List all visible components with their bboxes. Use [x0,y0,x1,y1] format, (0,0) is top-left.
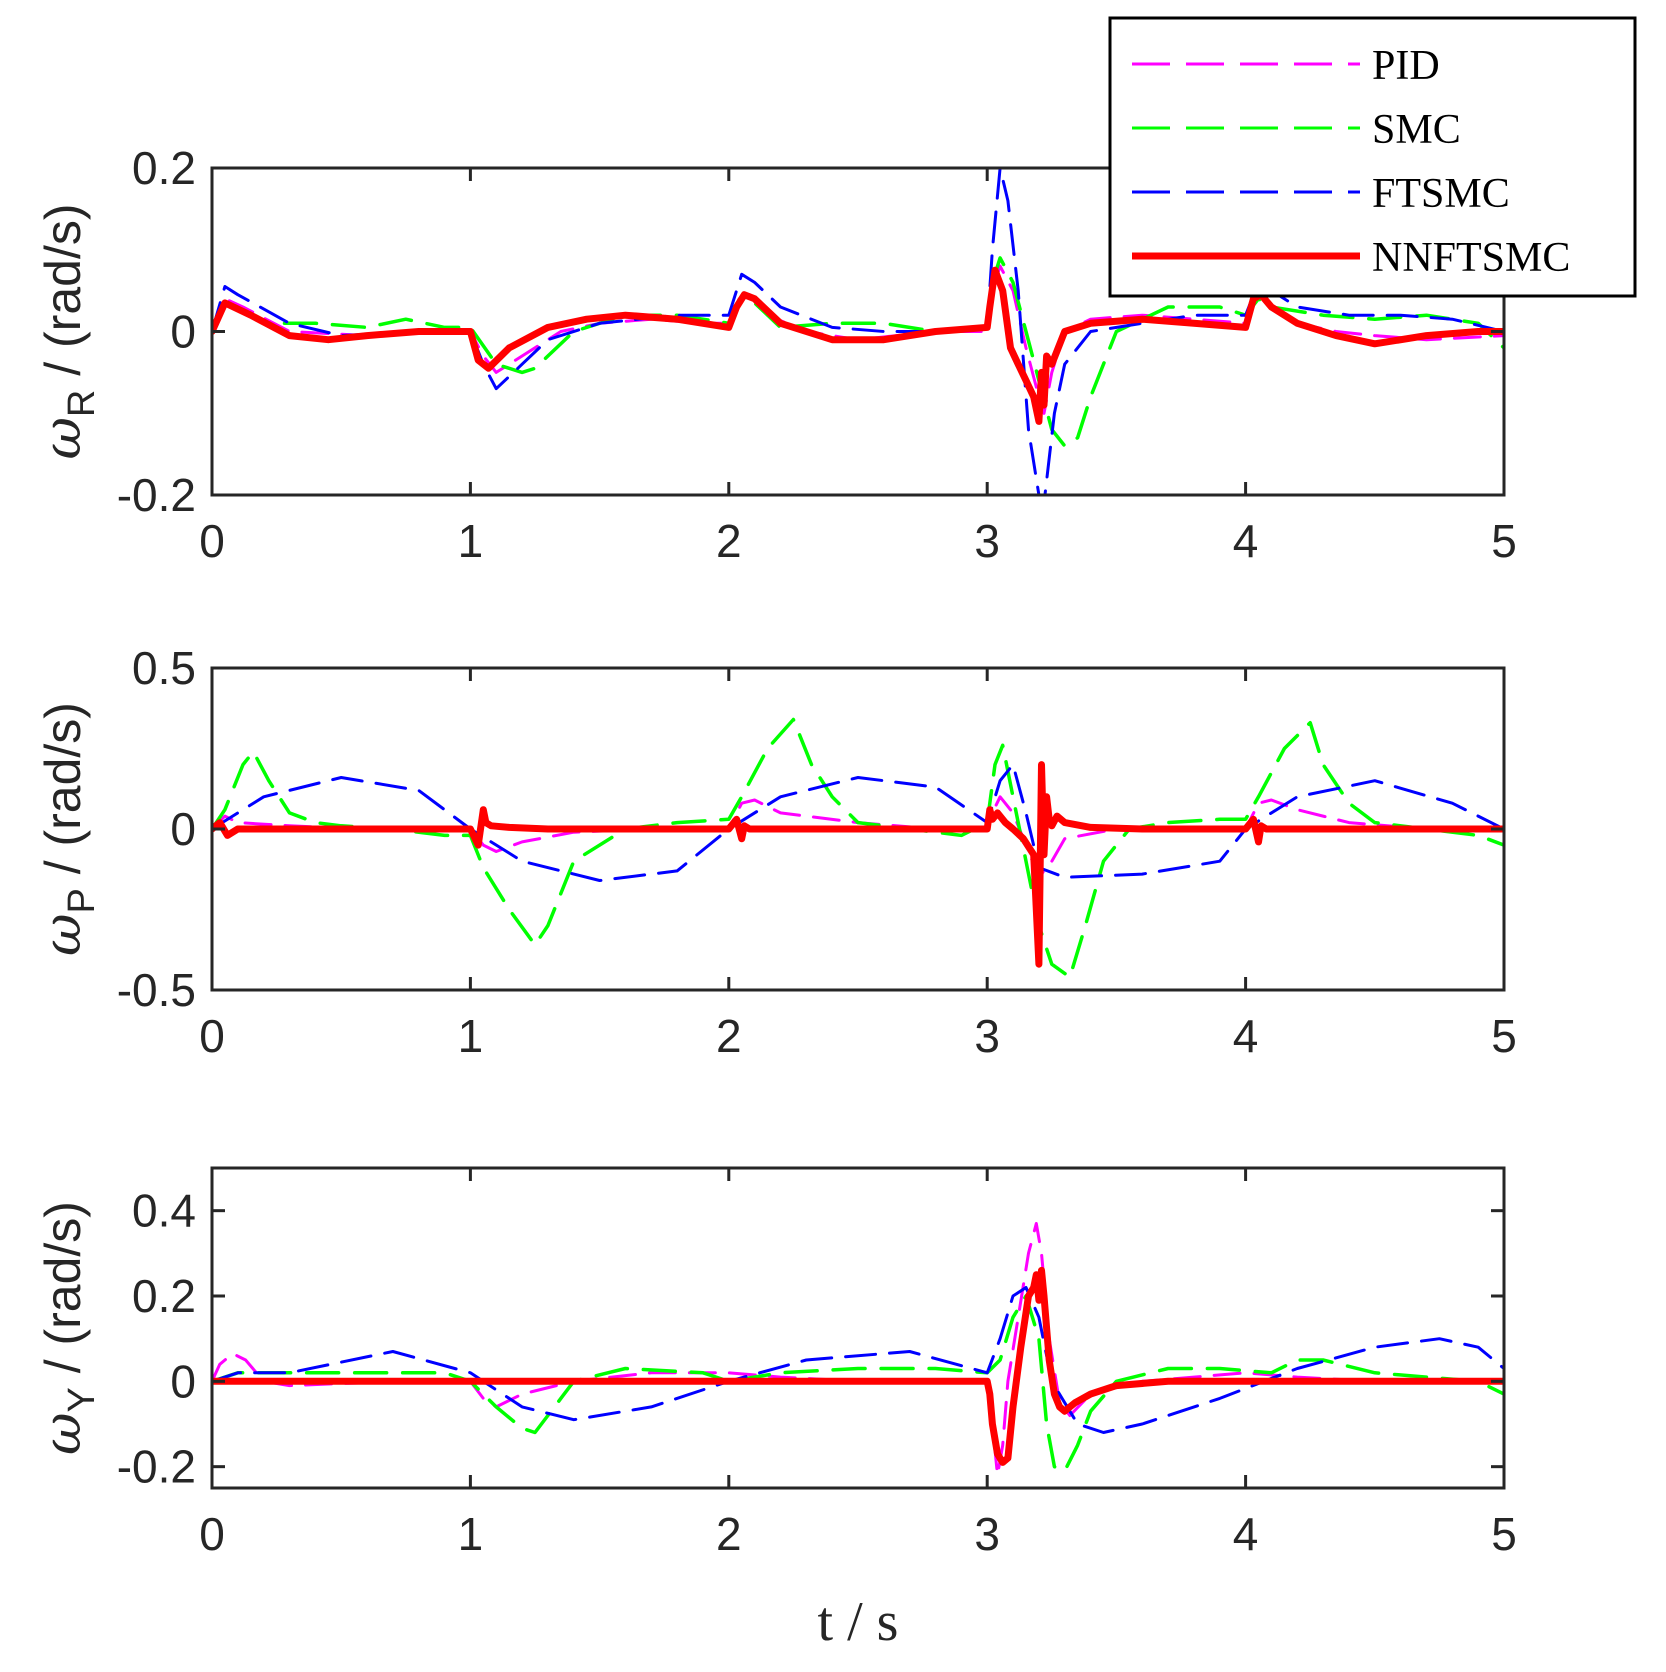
x-tick-label: 0 [199,515,225,567]
legend: PID SMC FTSMC NNFTSMC [1108,16,1637,298]
y-axis-label-subscript: Y [61,1387,103,1412]
x-tick-label: 3 [974,1508,1000,1560]
y-tick-label: -0.2 [117,1441,196,1493]
x-tick-label: 0 [199,1010,225,1062]
x-tick-label: 2 [716,1010,742,1062]
series-line-smc [212,1294,1504,1473]
y-axis-label: ωY / (rad/s) [33,1201,103,1455]
x-tick-label: 4 [1233,1508,1259,1560]
series-group [212,717,1504,979]
series-line-nnftsmc [212,266,1504,425]
legend-label-pid: PID [1372,43,1440,89]
y-axis-label-unit: / (rad/s) [35,702,91,888]
x-tick-label: 4 [1233,1010,1259,1062]
y-tick-label: 0 [170,1355,196,1407]
y-axis-label-symbol: ω [33,914,93,956]
x-tick-label: 5 [1491,1010,1517,1062]
series-line-nnftsmc [212,1266,1504,1466]
series-group [212,168,1504,495]
y-axis-label-subscript: R [61,390,103,417]
x-tick-label: 5 [1491,515,1517,567]
x-tick-label: 2 [716,515,742,567]
y-axis-label-unit: / (rad/s) [35,1201,91,1387]
plot-yaw: 0 1 2 3 4 5-0.200.20.4ωY / (rad/s) [33,1166,1517,1560]
y-tick-label: 0 [170,803,196,855]
y-axis-label-symbol: ω [33,417,93,459]
y-tick-label: -0.5 [117,964,196,1016]
legend-label-smc: SMC [1372,107,1461,153]
y-axis-label-unit: / (rad/s) [35,204,91,390]
y-tick-label: 0.5 [132,642,196,694]
plots: 0 1 2 3 4 5-0.200.2ωR / (rad/s)0 1 2 3 4 5-0.500.5… [33,142,1517,1560]
y-tick-label: 0.2 [132,142,196,194]
x-tick-label: 4 [1233,515,1259,567]
x-tick-label: 3 [974,515,1000,567]
y-axis-label: ωP / (rad/s) [33,702,103,956]
x-tick-label: 1 [458,1010,484,1062]
series-line-nnftsmc [212,761,1504,968]
x-tick-label: 1 [458,515,484,567]
legend-label-ftsmc: FTSMC [1372,171,1510,217]
y-tick-label: 0 [170,306,196,358]
y-axis-label: ωR / (rad/s) [33,204,103,460]
x-axis-label: t / s [818,1591,899,1653]
y-tick-label: 0.2 [132,1270,196,1322]
x-tick-label: 2 [716,1508,742,1560]
x-tick-label: 3 [974,1010,1000,1062]
y-tick-label: -0.2 [117,469,196,521]
plot-pitch: 0 1 2 3 4 5-0.500.5ωP / (rad/s) [33,642,1517,1062]
y-axis-label-subscript: P [61,888,103,913]
y-tick-label: 0.4 [132,1185,196,1237]
x-tick-label: 5 [1491,1508,1517,1560]
x-tick-label: 1 [458,1508,484,1560]
legend-label-nnftsmc: NNFTSMC [1372,235,1570,281]
y-axis-label-symbol: ω [33,1413,93,1455]
plot-roll: 0 1 2 3 4 5-0.200.2ωR / (rad/s) [33,142,1517,567]
series-group [212,1222,1504,1477]
axes-box [210,1166,1506,1490]
x-tick-label: 0 [199,1508,225,1560]
